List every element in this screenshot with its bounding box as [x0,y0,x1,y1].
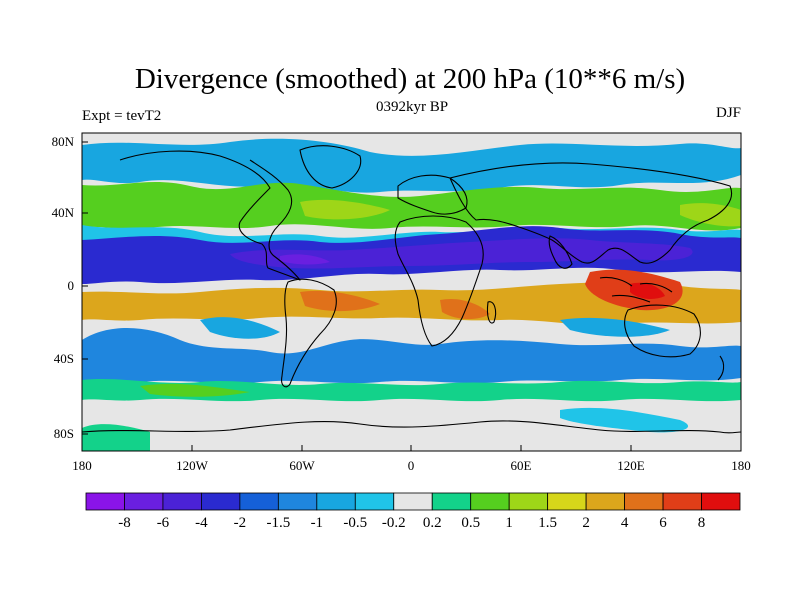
colorbar-label: -4 [195,515,208,531]
coastline-north-america [119,150,301,281]
field-sh-midlat-positive [82,379,741,402]
coastline-australia [624,304,701,358]
field-nh-positive-strong [300,199,390,220]
colorbar-box [662,492,702,511]
coastline-asia [449,162,732,264]
colorbar-box [316,492,356,511]
lon-tick-label: 180 [72,458,92,473]
coastline-antarctica [82,420,741,434]
field-equatorial-negative-strong [230,238,693,269]
map-title: Divergence (smoothed) at 200 hPa (10**6 … [135,63,685,95]
colorbar-box [201,492,241,511]
map-field [82,133,741,451]
colorbar-label: -2 [234,515,247,531]
field-africa-positive [440,298,490,320]
lat-tick-label: 40S [54,351,74,366]
coastline-india [548,235,573,269]
coastline-south-america [281,278,337,388]
colorbar-box [470,492,510,511]
colorbar-label: -8 [118,515,131,531]
colorbar-box [354,492,395,511]
colorbar-label: -6 [157,515,170,531]
colorbar-box [431,492,472,511]
colorbar-box [393,492,433,511]
colorbar-label: -0.5 [343,515,367,531]
field-arctic-negative [82,138,741,193]
lat-tick-labels: 80N 40N 0 40S 80S [52,134,75,441]
colorbar-label: -1 [311,515,324,531]
colorbar-label: 1.5 [538,515,557,531]
colorbar-label: 1 [505,515,513,531]
colorbar-label: 0.5 [461,515,480,531]
lat-tick-label: 0 [68,278,75,293]
colorbar-box [162,492,202,511]
colorbar-box [124,492,164,511]
lon-tick-label: 180 [731,458,751,473]
colorbar-label: 2 [582,515,590,531]
subtitle-center: 0392kyr BP [376,99,448,115]
coastlines [82,145,741,434]
colorbar-box [277,492,318,511]
lat-tick-label: 80S [54,426,74,441]
field-sh-negative-light [200,317,280,339]
field-sh-negative [82,327,741,384]
field-sh-negative-light-2 [560,317,670,337]
lon-ticks [81,445,742,451]
coastline-greenland [299,145,362,189]
lon-tick-labels: 180 120W 60W 0 60E 120E 180 [72,458,751,473]
colorbar [85,492,741,511]
field-nh-positive-strong-2 [680,203,741,227]
field-sh-positive [82,282,741,325]
lat-tick-label: 40N [52,205,75,220]
field-sh-positive-strong [300,290,380,312]
lat-tick-label: 80N [52,134,75,149]
colorbar-box [508,492,549,511]
colorbar-box [701,492,741,511]
colorbar-label: -1.5 [266,515,290,531]
field-indonesia-core [630,282,665,299]
lon-tick-label: 60W [289,458,315,473]
colorbar-label: -0.2 [382,515,406,531]
colorbar-box [85,492,125,511]
colorbar-box [239,492,279,511]
coastline-new-zealand [717,355,725,381]
subtitle-left: Expt = tevT2 [82,108,161,124]
colorbar-label: 8 [698,515,706,531]
coastline-africa [394,215,484,347]
field-equatorial-negative-max [280,254,330,265]
field-sh-midlat-positive-strong [140,383,250,397]
colorbar-box [585,492,625,511]
lon-tick-label: 120E [617,458,645,473]
lat-ticks [82,141,88,435]
lon-tick-label: 0 [408,458,415,473]
colorbar-labels: -8 -6 -4 -2 -1.5 -1 -0.5 -0.2 0.2 0.5 1 1.5 2 4 6 8 [118,515,705,531]
field-nh-positive [82,181,741,231]
colorbar-label: 4 [621,515,629,531]
subtitle-right: DJF [716,105,741,121]
coastline-madagascar [486,301,497,324]
field-antarctic-negative [560,407,689,433]
coastline-indonesia [599,276,673,303]
lon-tick-label: 60E [511,458,532,473]
colorbar-label: 0.2 [423,515,442,531]
colorbar-label: 6 [659,515,667,531]
colorbar-box [624,492,664,511]
colorbar-box [547,492,587,511]
lon-tick-label: 120W [176,458,209,473]
